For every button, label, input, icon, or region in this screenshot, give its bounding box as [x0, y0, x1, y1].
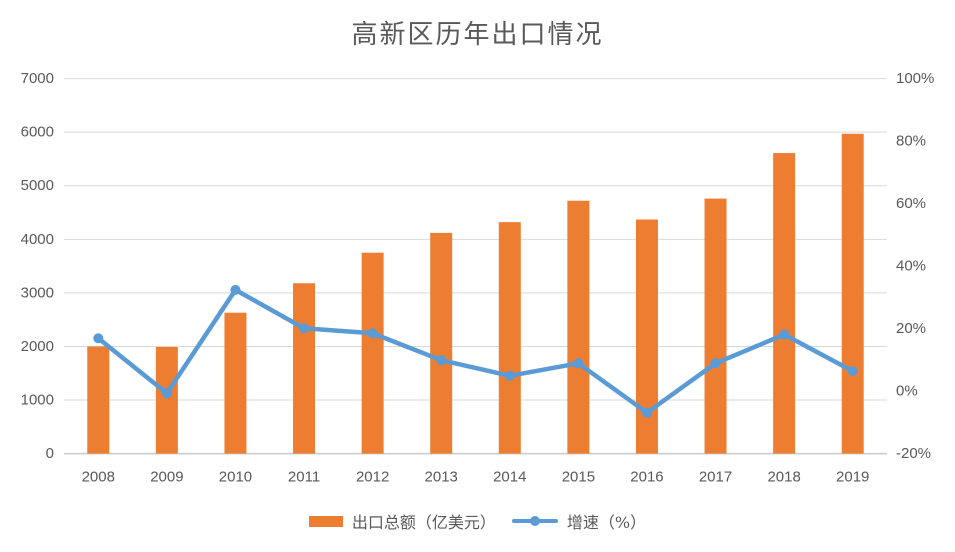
- bar-2011[interactable]: [293, 283, 316, 454]
- x-axis-label-2015: 2015: [562, 469, 595, 486]
- bar-2015[interactable]: [567, 200, 590, 454]
- line-series-swatch-icon: [511, 516, 558, 526]
- legend-label-growth-rate: 增速（%）: [566, 513, 647, 532]
- right-axis-tick-label: 20%: [896, 320, 926, 337]
- x-axis-label-2009: 2009: [150, 469, 183, 486]
- x-axis-label-2011: 2011: [288, 469, 320, 486]
- bar-series-swatch-icon: [308, 515, 343, 527]
- growth-line[interactable]: [96, 287, 855, 415]
- legend: 出口总额（亿美元） 增速（%）: [0, 509, 955, 533]
- bar-2017[interactable]: [704, 198, 727, 454]
- x-axis-label-2013: 2013: [425, 469, 458, 486]
- legend-item-export-total[interactable]: 出口总额（亿美元）: [308, 509, 496, 533]
- x-axis-label-2016: 2016: [630, 469, 663, 486]
- bar-2014[interactable]: [498, 222, 521, 454]
- line-marker-dot-icon: [529, 516, 540, 526]
- growth-marker-2012[interactable]: [367, 328, 378, 339]
- right-axis-tick-label: 60%: [896, 195, 926, 212]
- left-axis-tick-label: 2000: [21, 338, 54, 355]
- x-axis-label-2012: 2012: [356, 469, 389, 486]
- growth-marker-2017[interactable]: [710, 358, 721, 369]
- x-axis-label-2008: 2008: [82, 469, 115, 486]
- growth-marker-2014[interactable]: [504, 370, 515, 381]
- right-axis-tick-label: 0%: [896, 383, 918, 400]
- x-axis-label-2019: 2019: [836, 469, 869, 486]
- growth-marker-2011[interactable]: [299, 323, 310, 334]
- left-axis-tick-label: 4000: [21, 231, 54, 248]
- growth-marker-2008[interactable]: [93, 333, 104, 344]
- bar-2009[interactable]: [155, 346, 178, 454]
- bar-2013[interactable]: [430, 232, 453, 454]
- x-axis-label-2010: 2010: [219, 469, 252, 486]
- left-axis-tick-label: 0: [46, 445, 54, 462]
- right-axis-tick-label: 80%: [896, 133, 926, 150]
- right-axis-tick-label: 40%: [896, 258, 926, 275]
- bar-2018[interactable]: [773, 153, 796, 454]
- growth-marker-2009[interactable]: [161, 388, 172, 399]
- x-axis-label-2017: 2017: [699, 469, 732, 486]
- left-axis-tick-label: 7000: [21, 70, 54, 87]
- left-axis-tick-label: 6000: [21, 124, 54, 141]
- growth-marker-2018[interactable]: [779, 329, 790, 340]
- x-axis-label-2014: 2014: [493, 469, 526, 486]
- legend-label-export-total: 出口总额（亿美元）: [351, 513, 496, 532]
- bar-2008[interactable]: [87, 346, 110, 454]
- growth-marker-2019[interactable]: [847, 366, 858, 377]
- bar-2012[interactable]: [361, 252, 384, 454]
- bar-2019[interactable]: [841, 133, 864, 454]
- right-axis-tick-label: 100%: [896, 70, 934, 87]
- plot-area: 0 1000 2000 3000 4000 5000 6000 7000 -20% 0% 20% 40…: [21, 70, 935, 486]
- growth-marker-2013[interactable]: [436, 355, 447, 366]
- growth-marker-2010[interactable]: [230, 284, 241, 295]
- x-axis-label-2018: 2018: [767, 469, 800, 486]
- right-axis-tick-label: -20%: [896, 445, 931, 462]
- bar-2016[interactable]: [635, 219, 658, 454]
- legend-item-growth-rate[interactable]: 增速（%）: [511, 509, 647, 533]
- growth-marker-2015[interactable]: [573, 358, 584, 369]
- growth-marker-2016[interactable]: [641, 407, 652, 418]
- bar-2010[interactable]: [224, 312, 247, 454]
- left-axis-tick-label: 1000: [21, 392, 54, 409]
- left-axis-tick-label: 3000: [21, 284, 54, 301]
- left-axis-tick-label: 5000: [21, 177, 54, 194]
- chart-title: 高新区历年出口情况: [351, 20, 604, 50]
